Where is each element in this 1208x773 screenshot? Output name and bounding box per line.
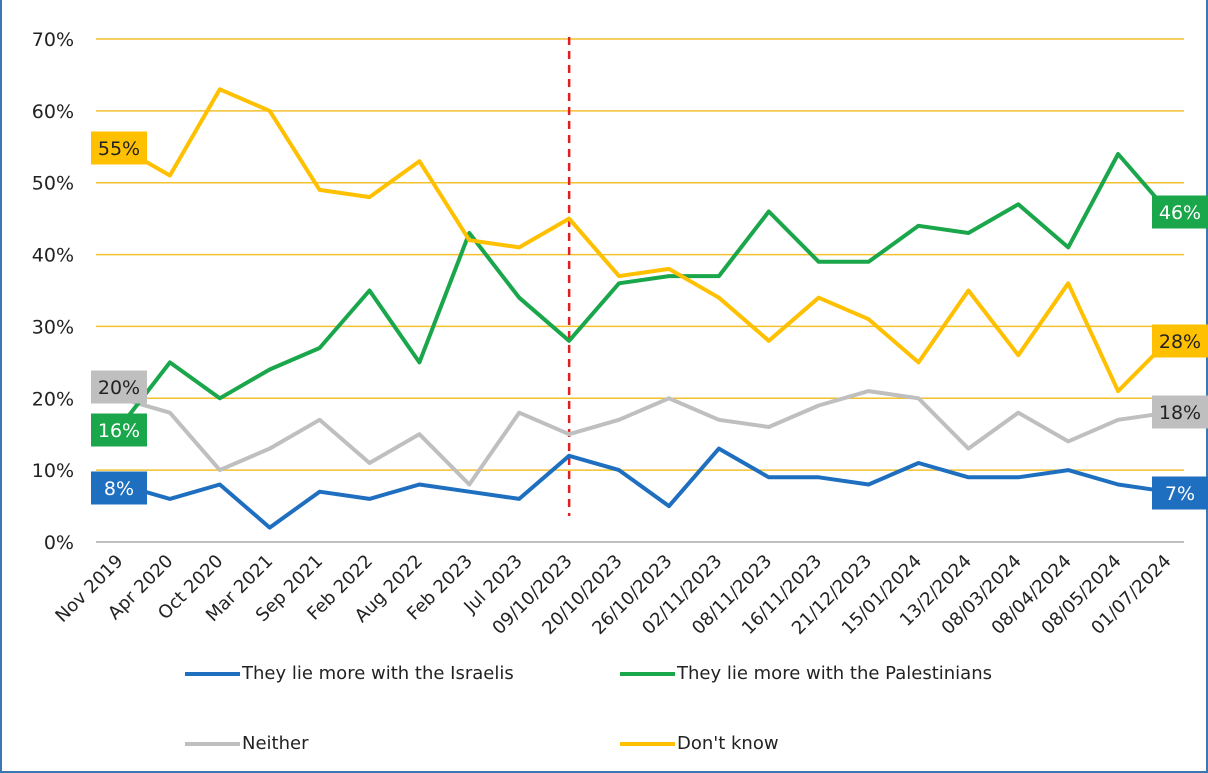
y-tick-label: 60% xyxy=(32,101,74,123)
series-line-0 xyxy=(118,446,1170,530)
data-label-last-1: 46% xyxy=(1159,202,1201,224)
data-label-last-1-box xyxy=(1152,195,1208,229)
legend-swatch-dont-know xyxy=(620,741,675,746)
data-label-first-1: 16% xyxy=(98,420,140,442)
y-tick-label: 10% xyxy=(32,460,74,482)
legend-label-dont-know: Don't know xyxy=(677,733,779,754)
legend-label-israelis: They lie more with the Israelis xyxy=(242,663,514,684)
series-line-3 xyxy=(118,87,1170,394)
legend-label-palestinians: They lie more with the Palestinians xyxy=(677,663,992,684)
legend-label-neither: Neither xyxy=(242,733,309,754)
data-label-first-0-box xyxy=(91,471,147,505)
y-tick-label: 20% xyxy=(32,388,74,410)
data-label-last-0-box xyxy=(1152,476,1208,510)
data-label-last-3-box xyxy=(1152,324,1208,358)
legend-swatch-israelis xyxy=(185,671,240,676)
y-tick-label: 30% xyxy=(32,316,74,338)
data-label-last-2: 18% xyxy=(1159,402,1201,424)
data-label-last-2-box xyxy=(1152,395,1208,429)
y-tick-label: 50% xyxy=(32,173,74,195)
legend-swatch-neither xyxy=(185,741,240,746)
data-label-first-2-box xyxy=(91,370,147,404)
legend-item-neither: Neither xyxy=(185,733,308,754)
legend-item-israelis: They lie more with the Israelis xyxy=(185,663,514,684)
data-label-first-1-box xyxy=(91,413,147,447)
data-label-first-3-box xyxy=(91,131,147,165)
y-tick-label: 40% xyxy=(32,245,74,267)
legend-item-dont-know: Don't know xyxy=(620,733,779,754)
series-line-1 xyxy=(118,152,1170,429)
series-line-2 xyxy=(118,389,1170,487)
y-tick-label: 0% xyxy=(44,532,74,554)
data-label-first-0: 8% xyxy=(104,478,134,500)
legend-swatch-palestinians xyxy=(620,671,675,676)
legend-item-palestinians: They lie more with the Palestinians xyxy=(620,663,992,684)
data-label-last-3: 28% xyxy=(1159,331,1201,353)
y-tick-label: 70% xyxy=(32,29,74,51)
data-label-first-3: 55% xyxy=(98,138,140,160)
data-label-last-0: 7% xyxy=(1165,483,1195,505)
data-label-first-2: 20% xyxy=(98,377,140,399)
